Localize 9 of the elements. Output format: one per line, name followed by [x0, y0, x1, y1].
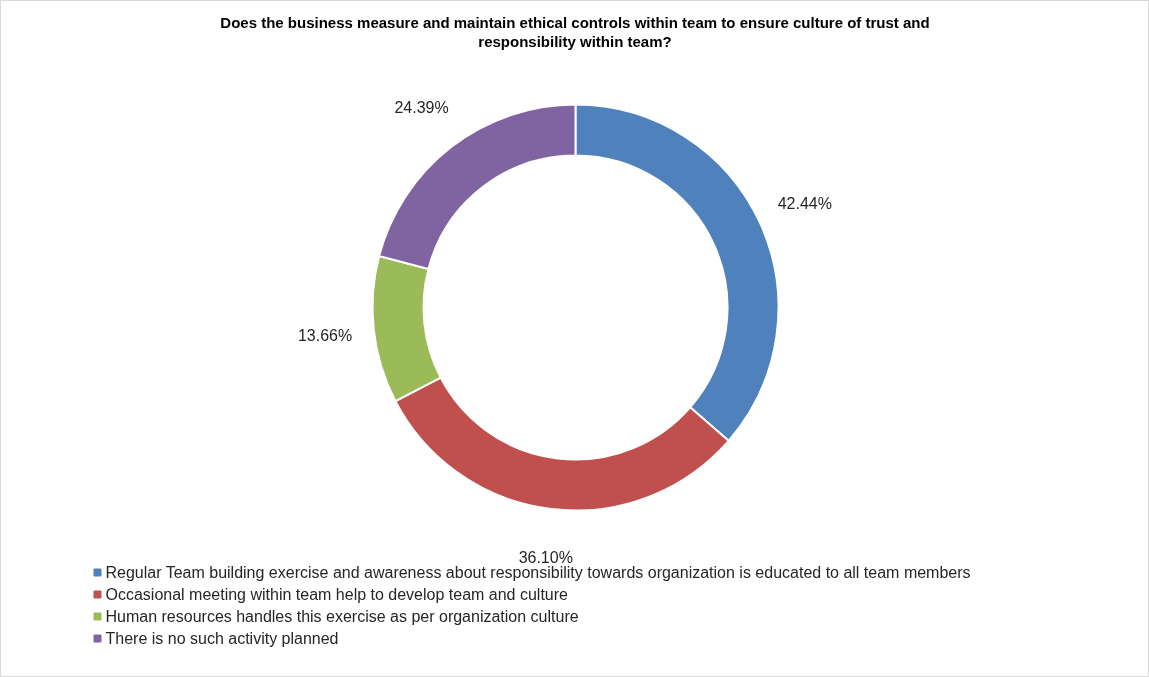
legend-label: There is no such activity planned — [105, 630, 339, 647]
data-label: 42.44% — [777, 194, 832, 212]
data-label: 13.66% — [297, 327, 353, 345]
legend-label: Regular Team building exercise and awareness about responsibility towards organization is educated to all team members — [105, 564, 971, 581]
data-label: 24.39% — [394, 99, 449, 117]
legend-label: Human resources handles this exercise as per organization culture — [105, 608, 579, 625]
legend-label: Occasional meeting within team help to develop team and culture — [105, 586, 569, 603]
data-label: 36.10% — [518, 549, 573, 567]
chart-title: Does the business measure and maintain ethical controls within team to ensure culture of trust and responsibility within team? — [220, 14, 930, 50]
